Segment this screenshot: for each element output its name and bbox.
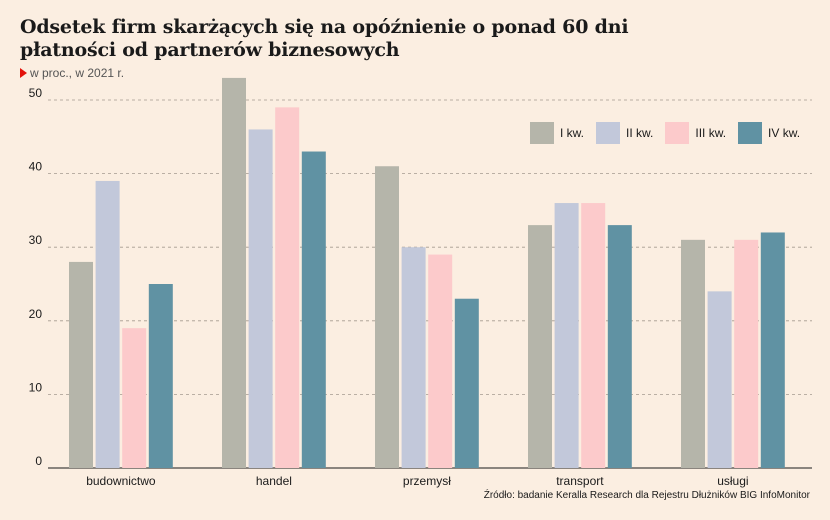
bar-przemysł-4 [455, 299, 479, 468]
y-tick-label: 10 [29, 380, 43, 394]
bar-usługi-3 [734, 240, 758, 468]
legend-item-q4: IV kw. [738, 122, 800, 144]
bar-przemysł-3 [428, 255, 452, 468]
bar-transport-4 [608, 225, 632, 468]
legend-swatch-q4 [738, 122, 762, 144]
y-tick-label: 50 [29, 86, 43, 100]
x-tick-label: przemysł [403, 474, 451, 488]
legend-item-q1: I kw. [530, 122, 584, 144]
legend-swatch-q1 [530, 122, 554, 144]
x-tick-label: budownictwo [86, 474, 156, 488]
x-tick-label: transport [556, 474, 604, 488]
y-tick-label: 20 [29, 307, 43, 321]
bar-usługi-1 [681, 240, 705, 468]
x-tick-label: usługi [717, 474, 748, 488]
legend-label-q4: IV kw. [768, 126, 800, 140]
bar-przemysł-1 [375, 166, 399, 468]
bar-budownictwo-4 [149, 284, 173, 468]
bar-handel-1 [222, 78, 246, 468]
legend-label-q2: II kw. [626, 126, 653, 140]
bar-budownictwo-1 [69, 262, 93, 468]
x-tick-label: handel [256, 474, 292, 488]
bar-handel-3 [275, 107, 299, 468]
y-tick-label: 0 [35, 454, 42, 468]
bar-transport-2 [555, 203, 579, 468]
legend-swatch-q3 [665, 122, 689, 144]
bar-usługi-4 [761, 232, 785, 468]
bar-budownictwo-2 [96, 181, 120, 468]
legend: I kw. II kw. III kw. IV kw. [530, 122, 800, 144]
bar-budownictwo-3 [122, 328, 146, 468]
bar-przemysł-2 [402, 247, 426, 468]
legend-item-q3: III kw. [665, 122, 726, 144]
legend-item-q2: II kw. [596, 122, 653, 144]
bar-handel-2 [249, 129, 273, 468]
bar-usługi-2 [708, 291, 732, 468]
legend-swatch-q2 [596, 122, 620, 144]
source-note: Źródło: badanie Keralla Research dla Rej… [484, 490, 810, 501]
legend-label-q1: I kw. [560, 126, 584, 140]
bar-transport-1 [528, 225, 552, 468]
bar-chart: 0 10 20 30 40 50 budownictwo handel przemysł tran… [0, 0, 830, 520]
y-tick-label: 30 [29, 233, 43, 247]
bar-transport-3 [581, 203, 605, 468]
bar-handel-4 [302, 152, 326, 468]
y-tick-label: 40 [29, 160, 43, 174]
legend-label-q3: III kw. [695, 126, 726, 140]
